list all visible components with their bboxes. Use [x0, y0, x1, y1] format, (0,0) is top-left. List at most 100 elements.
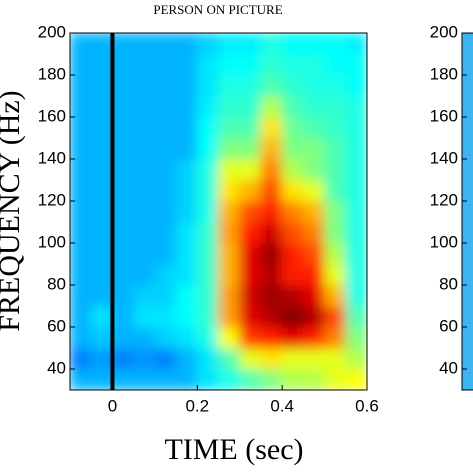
- heatmap-cell: [281, 284, 304, 307]
- y-tick-label: 140: [38, 148, 66, 167]
- heatmap-cell: [239, 200, 262, 223]
- x-tick-label: 0.4: [270, 396, 294, 415]
- heatmap-cell: [133, 74, 156, 97]
- y-tick-label: 40: [439, 358, 458, 377]
- heatmap-cell: [302, 33, 326, 55]
- heatmap-cell: [90, 74, 113, 97]
- plot-frame: [69, 32, 368, 391]
- heatmap-cell: [345, 116, 367, 139]
- heatmap-cell: [324, 368, 347, 390]
- heatmap-cell: [218, 221, 241, 244]
- heatmap-cell: [154, 74, 177, 97]
- heatmap-cell: [260, 305, 283, 328]
- heatmap-cell: [218, 305, 241, 328]
- heatmap-cell: [90, 305, 113, 328]
- heatmap-cell: [90, 200, 113, 223]
- heatmap-cell: [324, 53, 347, 76]
- heatmap-cell: [90, 221, 113, 244]
- heatmap-cell: [70, 368, 92, 390]
- heatmap-cell: [90, 347, 113, 370]
- heatmap-cell: [260, 284, 283, 307]
- heatmap-cell: [260, 158, 283, 181]
- heatmap-cell: [111, 33, 135, 55]
- heatmap-cell: [281, 347, 304, 370]
- heatmap-cell: [111, 305, 135, 328]
- heatmap-cell: [175, 33, 198, 55]
- heatmap-cell: [324, 137, 347, 160]
- heatmap-cell: [196, 116, 219, 139]
- heatmap-cell: [324, 116, 347, 139]
- heatmap-cells: [70, 33, 367, 390]
- heatmap-cell: [324, 74, 347, 97]
- y-tick-label: 180: [38, 64, 66, 83]
- heatmap-cell: [70, 200, 92, 223]
- heatmap-cell: [196, 263, 219, 286]
- heatmap-cell: [70, 158, 92, 181]
- heatmap-cell: [324, 242, 347, 265]
- heatmap-cell: [324, 200, 347, 223]
- heatmap-cell: [70, 263, 92, 286]
- heatmap-cell: [70, 284, 92, 307]
- heatmap-cell: [133, 326, 156, 349]
- heatmap-cell: [133, 221, 156, 244]
- heatmap-cell: [218, 179, 241, 202]
- heatmap-cell: [111, 263, 135, 286]
- heatmap-cell: [260, 137, 283, 160]
- heatmap-cell: [111, 221, 135, 244]
- heatmap-cell: [302, 305, 326, 328]
- heatmap-cell: [324, 284, 347, 307]
- heatmap-cell: [302, 53, 326, 76]
- y-tick-label: 160: [38, 106, 66, 125]
- heatmap-cell: [154, 158, 177, 181]
- heatmap-cell: [70, 33, 92, 55]
- heatmap-cell: [175, 221, 198, 244]
- heatmap-cell: [324, 326, 347, 349]
- heatmap-cell: [324, 347, 347, 370]
- heatmap-cell: [111, 242, 135, 265]
- heatmap-cell: [90, 116, 113, 139]
- heatmap-cell: [302, 284, 326, 307]
- heatmap-cell: [281, 179, 304, 202]
- heatmap-cell: [345, 347, 367, 370]
- heatmap-cell: [218, 347, 241, 370]
- heatmap-cell: [260, 263, 283, 286]
- heatmap-cell: [70, 95, 92, 118]
- heatmap-cell: [90, 284, 113, 307]
- heatmap-cell: [111, 347, 135, 370]
- heatmap-cell: [111, 200, 135, 223]
- y-axis-label: FREQUENCY (Hz): [0, 90, 26, 331]
- heatmap-cell: [133, 305, 156, 328]
- heatmap-cell: [70, 347, 92, 370]
- heatmap-cell: [239, 263, 262, 286]
- heatmap-cell: [302, 242, 326, 265]
- heatmap-cell: [345, 53, 367, 76]
- heatmap-cell: [70, 179, 92, 202]
- heatmap-cell: [175, 95, 198, 118]
- heatmap-cell: [302, 179, 326, 202]
- heatmap-cell: [154, 221, 177, 244]
- heatmap-cell: [239, 158, 262, 181]
- y-tick-label: 80: [439, 274, 458, 293]
- heatmap-cell: [260, 200, 283, 223]
- heatmap-cell: [196, 200, 219, 223]
- second-panel-area: [461, 32, 473, 391]
- heatmap-cell: [175, 74, 198, 97]
- heatmap-cell: [154, 326, 177, 349]
- heatmap-cell: [90, 95, 113, 118]
- heatmap-cell: [239, 284, 262, 307]
- heatmap-cell: [345, 179, 367, 202]
- heatmap-cell: [260, 242, 283, 265]
- heatmap-cell: [154, 200, 177, 223]
- heatmap-cell: [111, 326, 135, 349]
- heatmap-cell: [111, 368, 135, 390]
- heatmap-cell: [345, 158, 367, 181]
- heatmap-cell: [239, 74, 262, 97]
- heatmap-cell: [70, 221, 92, 244]
- heatmap-cell: [90, 137, 113, 160]
- heatmap-cell: [281, 137, 304, 160]
- heatmap-cell: [302, 368, 326, 390]
- heatmap-cell: [90, 326, 113, 349]
- heatmap-cell: [302, 200, 326, 223]
- heatmap-cell: [239, 116, 262, 139]
